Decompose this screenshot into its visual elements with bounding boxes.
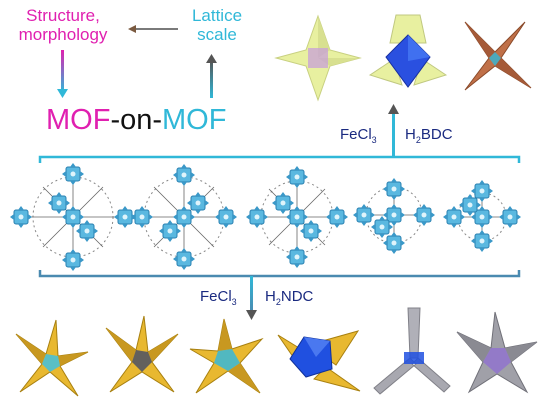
top-bracket — [38, 155, 521, 163]
mof-b-label: MOF — [162, 104, 227, 136]
lattice-label-line1: Lattice — [191, 6, 243, 25]
grey-tripod-crystal — [373, 307, 451, 395]
pale-yellow-star-crystal — [274, 14, 362, 102]
arrow-structure-to-mof — [61, 50, 64, 92]
lattice-label-line2: scale — [197, 25, 237, 44]
mof-a-label: MOF — [46, 104, 111, 136]
fecl-top-sub: 3 — [371, 135, 377, 145]
structure-label: Structure, morphology — [2, 6, 124, 44]
arrow-to-bottom-crystals — [250, 276, 253, 313]
h2ndc-label: H2NDC — [265, 288, 314, 307]
blue-gold-crystal — [277, 330, 361, 392]
mof-connector-label: -on- — [110, 104, 163, 136]
h2ndc-sub: 2 — [275, 297, 281, 307]
framework-5 — [442, 179, 522, 253]
h2bdc-label: H2BDC — [405, 126, 453, 145]
fecl-top-text: FeCl — [340, 126, 372, 143]
structure-label-line1: Structure, — [26, 6, 100, 25]
bottom-bracket — [38, 270, 521, 278]
h2ndc-h: H — [265, 288, 276, 305]
framework-1 — [9, 162, 137, 272]
gold-star-crystal-1 — [15, 319, 89, 397]
structure-label-line2: morphology — [18, 25, 108, 44]
h2ndc-rest: NDC — [280, 288, 314, 305]
lattice-label: Lattice scale — [182, 6, 252, 44]
arrow-head-left — [128, 25, 136, 33]
arrow-mof-to-lattice — [210, 60, 213, 98]
framework-3 — [245, 165, 349, 269]
gold-cyan-star-crystal — [189, 318, 264, 394]
yellow-blue-octahedron-crystal — [368, 14, 448, 88]
framework-4 — [352, 177, 436, 255]
h2bdc-rest: BDC — [420, 126, 453, 143]
arrow-head-to-top-crystals — [388, 104, 399, 114]
arrow-head-down — [57, 89, 68, 98]
h2bdc-h: H — [405, 126, 416, 143]
reagents-top: FeCl3 H2BDC — [340, 126, 453, 145]
h2bdc-sub: 2 — [415, 135, 421, 145]
framework-2 — [130, 163, 238, 271]
arrow-to-top-crystals — [392, 112, 395, 157]
grey-purple-crystal — [456, 311, 538, 394]
fecl-bottom-sub: 3 — [231, 297, 237, 307]
arrow-head-up — [206, 54, 217, 63]
arrow-head-to-bottom-crystals — [246, 310, 257, 320]
fecl-bottom-text: FeCl — [200, 288, 232, 305]
reagents-bottom: FeCl3 H2NDC — [200, 288, 313, 307]
mof-on-mof-title: MOF-on-MOF — [46, 104, 226, 136]
fecl3-bottom-label: FeCl3 — [200, 288, 237, 307]
fecl3-top-label: FeCl3 — [340, 126, 377, 145]
gold-star-crystal-2 — [105, 315, 179, 393]
brown-star-crystal — [464, 21, 532, 91]
